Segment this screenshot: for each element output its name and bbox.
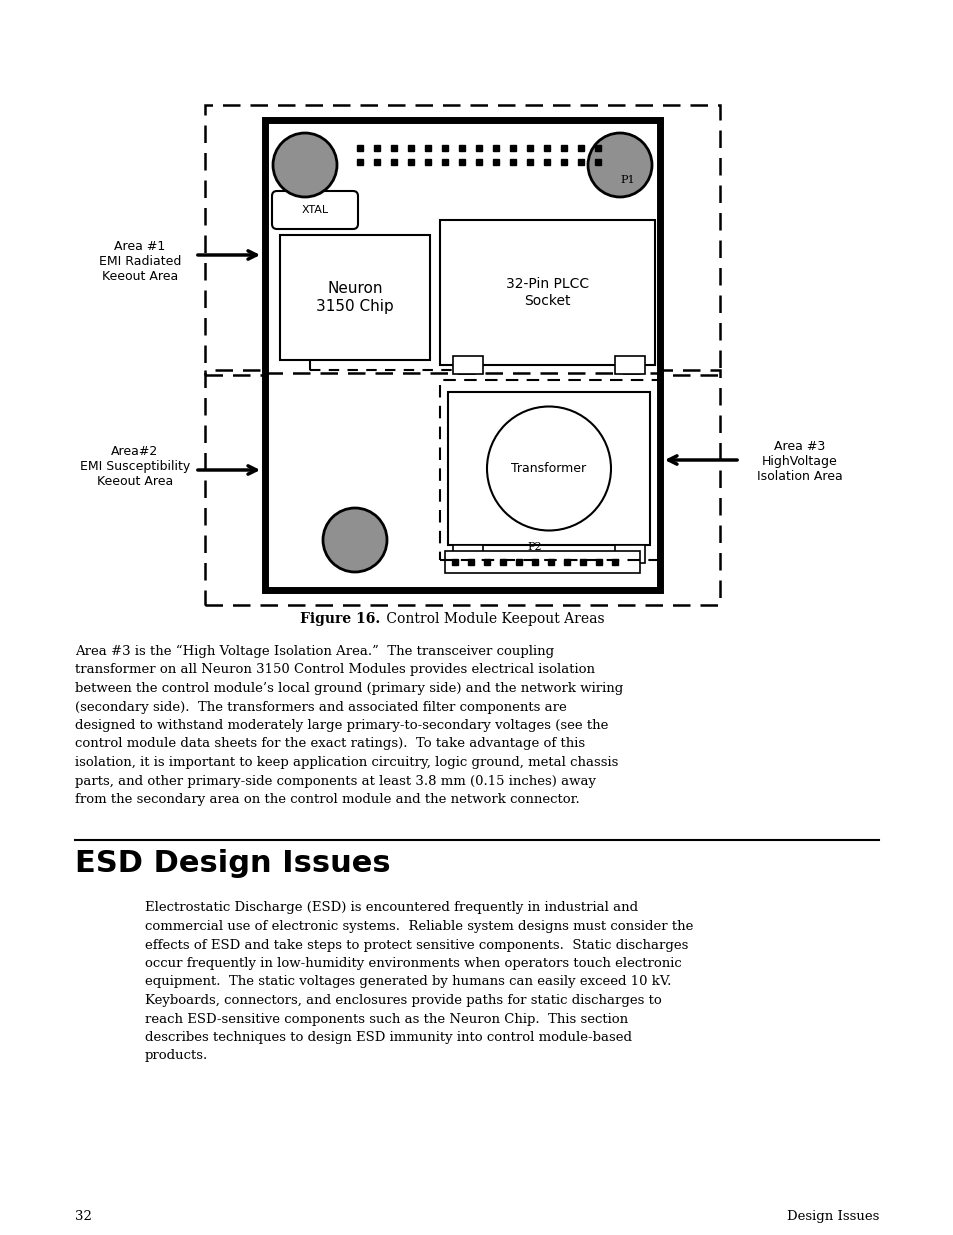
- Text: between the control module’s local ground (primary side) and the network wiring: between the control module’s local groun…: [75, 682, 622, 695]
- Text: P1: P1: [619, 175, 634, 185]
- Text: designed to withstand moderately large primary-to-secondary voltages (see the: designed to withstand moderately large p…: [75, 719, 608, 732]
- Bar: [265, 120, 659, 590]
- Text: Area #3
HighVoltage
Isolation Area: Area #3 HighVoltage Isolation Area: [757, 440, 842, 483]
- Text: from the secondary area on the control module and the network connector.: from the secondary area on the control m…: [75, 793, 579, 806]
- Bar: [280, 235, 430, 359]
- Text: equipment.  The static voltages generated by humans can easily exceed 10 kV.: equipment. The static voltages generated…: [145, 976, 671, 988]
- Bar: [448, 391, 649, 545]
- Bar: [453, 545, 482, 563]
- Text: Electrostatic Discharge (ESD) is encountered frequently in industrial and: Electrostatic Discharge (ESD) is encount…: [145, 902, 638, 914]
- Text: 32: 32: [75, 1210, 91, 1223]
- Bar: [444, 551, 639, 573]
- Text: products.: products.: [145, 1050, 208, 1062]
- Circle shape: [273, 133, 336, 198]
- Text: Area#2
EMI Susceptibility
Keeout Area: Area#2 EMI Susceptibility Keeout Area: [80, 445, 190, 488]
- Circle shape: [323, 508, 387, 572]
- Text: control module data sheets for the exact ratings).  To take advantage of this: control module data sheets for the exact…: [75, 737, 584, 751]
- Text: Design Issues: Design Issues: [786, 1210, 878, 1223]
- Text: describes techniques to design ESD immunity into control module-based: describes techniques to design ESD immun…: [145, 1031, 631, 1044]
- Bar: [439, 220, 655, 366]
- Circle shape: [587, 133, 651, 198]
- Text: isolation, it is important to keep application circuitry, logic ground, metal ch: isolation, it is important to keep appli…: [75, 756, 618, 769]
- Circle shape: [283, 143, 327, 186]
- Text: Neuron
3150 Chip: Neuron 3150 Chip: [315, 282, 394, 314]
- Circle shape: [598, 143, 641, 186]
- Text: P2: P2: [527, 542, 541, 552]
- Text: commercial use of electronic systems.  Reliable system designs must consider the: commercial use of electronic systems. Re…: [145, 920, 693, 932]
- Text: Area #1
EMI Radiated
Keeout Area: Area #1 EMI Radiated Keeout Area: [99, 240, 181, 283]
- Text: transformer on all Neuron 3150 Control Modules provides electrical isolation: transformer on all Neuron 3150 Control M…: [75, 663, 595, 677]
- Bar: [439, 380, 659, 559]
- Text: reach ESD-sensitive components such as the Neuron Chip.  This section: reach ESD-sensitive components such as t…: [145, 1013, 627, 1025]
- Text: Control Module Keepout Areas: Control Module Keepout Areas: [381, 613, 604, 626]
- Text: Keyboards, connectors, and enclosures provide paths for static discharges to: Keyboards, connectors, and enclosures pr…: [145, 994, 661, 1007]
- Text: effects of ESD and take steps to protect sensitive components.  Static discharge: effects of ESD and take steps to protect…: [145, 939, 688, 951]
- Text: (secondary side).  The transformers and associated filter components are: (secondary side). The transformers and a…: [75, 700, 566, 714]
- FancyBboxPatch shape: [272, 191, 357, 228]
- Text: parts, and other primary-side components at least 3.8 mm (0.15 inches) away: parts, and other primary-side components…: [75, 774, 596, 788]
- Text: Figure 16.: Figure 16.: [299, 613, 379, 626]
- Bar: [615, 356, 644, 374]
- Text: Area #3 is the “High Voltage Isolation Area.”  The transceiver coupling: Area #3 is the “High Voltage Isolation A…: [75, 645, 554, 658]
- Text: occur frequently in low-humidity environments when operators touch electronic: occur frequently in low-humidity environ…: [145, 957, 681, 969]
- Bar: [205, 105, 720, 375]
- Bar: [615, 545, 644, 563]
- Text: 32-Pin PLCC
Socket: 32-Pin PLCC Socket: [505, 278, 588, 308]
- Circle shape: [333, 517, 376, 562]
- Text: XTAL: XTAL: [301, 205, 328, 215]
- Text: Transformer: Transformer: [511, 462, 586, 475]
- Bar: [453, 356, 482, 374]
- Circle shape: [486, 406, 610, 531]
- Text: ESD Design Issues: ESD Design Issues: [75, 850, 390, 878]
- Bar: [205, 370, 720, 605]
